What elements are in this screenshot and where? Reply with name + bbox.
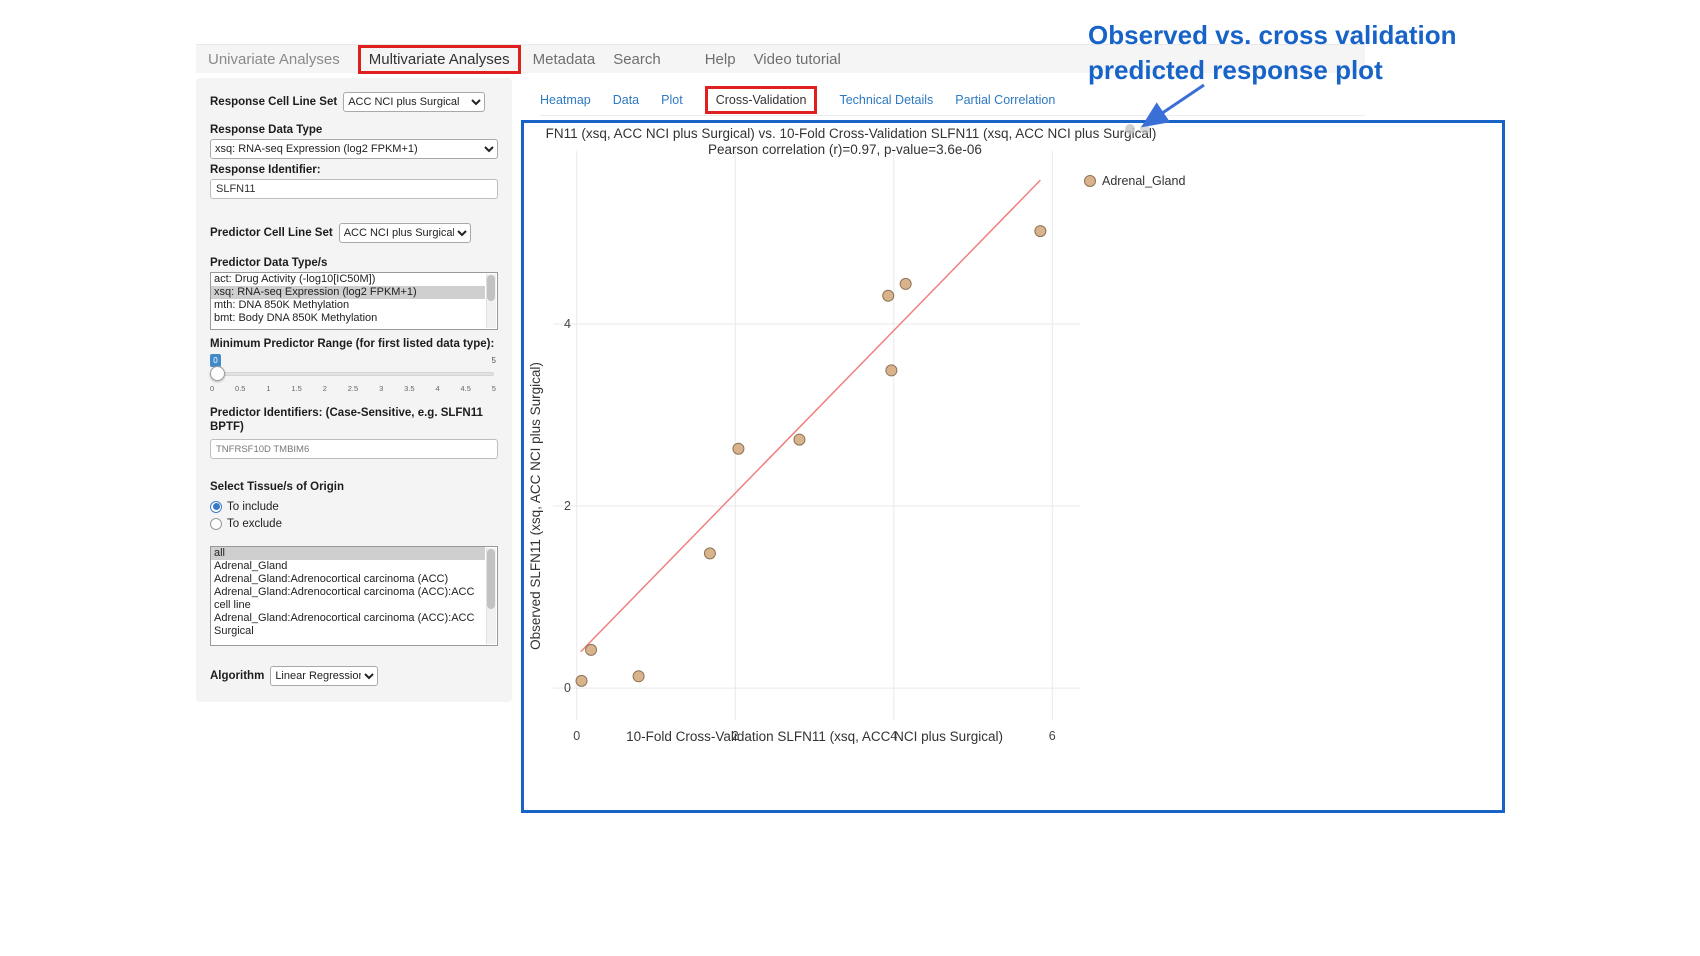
scatter-point — [632, 670, 645, 683]
predictor-cell-line-set-label: Predictor Cell Line Set — [210, 227, 333, 239]
x-tick-label: 6 — [1049, 729, 1056, 743]
subtab-cross-validation[interactable]: Cross-Validation — [704, 85, 818, 114]
list-item[interactable]: all — [211, 547, 485, 560]
algorithm-select[interactable]: Linear Regression — [270, 666, 379, 686]
response-cell-line-set-label: Response Cell Line Set — [210, 96, 338, 108]
predictor-cell-line-set-select[interactable]: ACC NCI plus Surgical — [338, 223, 471, 243]
chart-title: FN11 (xsq, ACC NCI plus Surgical) vs. 10… — [546, 126, 1157, 141]
subtab-partial-correlation[interactable]: Partial Correlation — [955, 92, 1056, 107]
scrollbar[interactable] — [486, 274, 496, 328]
list-item[interactable]: Adrenal_Gland:Adrenocortical carcinoma (… — [214, 573, 449, 585]
legend-marker[interactable] — [1084, 175, 1096, 187]
min-predictor-range-slider: 0 5 0 0.5 1 1.5 2 2.5 3 3.5 4 4.5 5 — [210, 354, 496, 396]
scatter-point — [575, 674, 588, 687]
response-identifier-input[interactable] — [210, 179, 498, 199]
subtab-data[interactable]: Data — [612, 92, 640, 107]
scatter-point — [1034, 225, 1047, 238]
tab-multivariate-analyses[interactable]: Multivariate Analyses — [357, 44, 521, 74]
y-tick-label: 2 — [564, 499, 571, 513]
x-axis-label: 10-Fold Cross-Validation SLFN11 (xsq, AC… — [626, 729, 1003, 744]
radio-label: To include — [227, 500, 279, 513]
tab-metadata[interactable]: Metadata — [532, 50, 596, 68]
scrollbar[interactable] — [486, 548, 496, 644]
min-predictor-range-label: Minimum Predictor Range (for first liste… — [210, 338, 495, 350]
response-data-type-label: Response Data Type — [210, 124, 323, 136]
annotation-callout: Observed vs. cross validation predicted … — [1088, 18, 1457, 88]
radio-icon — [210, 517, 222, 530]
slider-tick-labels: 0 0.5 1 1.5 2 2.5 3 3.5 4 4.5 5 — [210, 384, 496, 393]
tab-video-tutorial[interactable]: Video tutorial — [753, 50, 841, 68]
controls-sidebar: Response Cell Line Set ACC NCI plus Surg… — [196, 78, 512, 702]
algorithm-label: Algorithm — [210, 670, 265, 682]
annotation-line1: Observed vs. cross validation — [1088, 20, 1457, 50]
list-item[interactable]: bmt: Body DNA 850K Methylation — [214, 312, 378, 324]
predictor-identifiers-input[interactable] — [210, 439, 498, 459]
tissue-origin-label: Select Tissue/s of Origin — [210, 481, 344, 493]
list-item[interactable]: act: Drug Activity (-log10[IC50M]) — [214, 273, 376, 285]
top-navigation: Univariate Analyses Multivariate Analyse… — [196, 44, 1365, 74]
radio-label: To exclude — [227, 517, 282, 530]
radio-to-include[interactable]: To include — [210, 498, 498, 515]
analysis-subtabs: Heatmap Data Plot Cross-Validation Techn… — [540, 84, 1365, 116]
tab-help[interactable]: Help — [704, 50, 736, 68]
list-item[interactable]: Adrenal_Gland — [214, 560, 288, 572]
slider-handle[interactable] — [210, 366, 225, 381]
predictor-data-types-listbox: act: Drug Activity (-log10[IC50M]) xsq: … — [210, 272, 498, 330]
y-tick-label: 4 — [564, 317, 571, 331]
modebar-icon[interactable] — [1125, 124, 1135, 134]
tab-univariate-analyses[interactable]: Univariate Analyses — [208, 50, 340, 68]
list-item[interactable]: xsq: RNA-seq Expression (log2 FPKM+1) — [211, 286, 485, 299]
response-cell-line-set-select[interactable]: ACC NCI plus Surgical — [343, 92, 486, 112]
y-tick-label: 0 — [564, 681, 571, 695]
response-data-type-select[interactable]: xsq: RNA-seq Expression (log2 FPKM+1) — [210, 139, 498, 159]
chart-subtitle: Pearson correlation (r)=0.97, p-value=3.… — [708, 142, 982, 157]
radio-to-exclude[interactable]: To exclude — [210, 515, 498, 532]
subtab-heatmap[interactable]: Heatmap — [540, 92, 591, 107]
subtab-plot[interactable]: Plot — [661, 92, 683, 107]
predictor-identifiers-label: Predictor Identifiers: (Case-Sensitive, … — [210, 407, 483, 433]
y-axis-label: Observed SLFN11 (xsq, ACC NCI plus Surgi… — [528, 362, 543, 650]
tab-search[interactable]: Search — [613, 50, 661, 68]
scatter-point — [885, 364, 898, 377]
x-tick-label: 0 — [573, 729, 580, 743]
subtab-technical-details[interactable]: Technical Details — [839, 92, 934, 107]
radio-icon — [210, 500, 222, 513]
regression-line — [580, 179, 1041, 653]
predictor-data-types-label: Predictor Data Type/s — [210, 257, 328, 269]
tissue-listbox: all Adrenal_Gland Adrenal_Gland:Adrenoco… — [210, 546, 498, 646]
scatter-point — [585, 643, 598, 656]
response-identifier-label: Response Identifier: — [210, 164, 321, 176]
scatter-point — [732, 442, 745, 455]
scrollbar-thumb[interactable] — [487, 549, 495, 609]
annotation-arrow — [1141, 83, 1205, 128]
list-item[interactable]: Adrenal_Gland:Adrenocortical carcinoma (… — [214, 586, 475, 611]
slider-track[interactable] — [212, 372, 494, 376]
scatter-point — [793, 433, 806, 446]
scatter-point — [899, 277, 912, 290]
cross-validation-chart: 0 2 4 6 0 2 4 FN11 (xsq, ACC NCI plus Surgical)… — [528, 124, 1185, 744]
cross-validation-plot-panel: 0 2 4 6 0 2 4 FN11 (xsq, ACC NCI plus Surgical)… — [521, 120, 1505, 813]
scatter-point — [703, 547, 716, 560]
slider-value-badge: 0 — [210, 354, 221, 367]
scatter-point — [882, 289, 895, 302]
annotation-line2: predicted response plot — [1088, 55, 1383, 85]
scrollbar-thumb[interactable] — [487, 275, 495, 301]
legend-label[interactable]: Adrenal_Gland — [1102, 174, 1185, 188]
slider-max-label: 5 — [491, 356, 496, 365]
list-item[interactable]: Adrenal_Gland:Adrenocortical carcinoma (… — [214, 612, 475, 637]
x-tick-label: 4 — [890, 729, 897, 743]
x-tick-label: 2 — [732, 729, 739, 743]
list-item[interactable]: mth: DNA 850K Methylation — [214, 299, 350, 311]
